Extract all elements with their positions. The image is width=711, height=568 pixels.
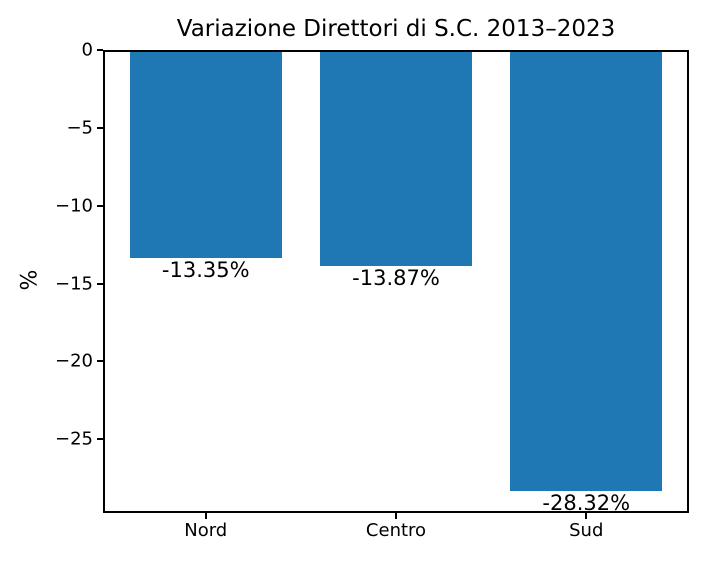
bar-sud (510, 50, 663, 491)
bar-value-label: -28.32% (542, 490, 631, 515)
bar-value-label: -13.35% (161, 257, 250, 282)
chart-title: Variazione Direttori di S.C. 2013–2023 (176, 16, 616, 42)
y-tick-label: −10 (55, 195, 93, 217)
bar-nord (129, 50, 282, 258)
plot-area (103, 50, 689, 513)
x-tick-label-nord: Nord (184, 520, 228, 541)
y-tick-label: −15 (55, 273, 93, 295)
x-tick-mark (204, 513, 207, 519)
y-tick-mark (97, 360, 103, 363)
y-tick-mark (97, 282, 103, 285)
y-tick-mark (97, 204, 103, 207)
y-tick-mark (97, 438, 103, 441)
bar-value-label: -13.87% (352, 265, 440, 290)
x-tick-mark (395, 513, 397, 519)
y-tick-mark (97, 126, 103, 129)
x-tick-label-sud: Sud (569, 520, 604, 541)
x-tick-label-centro: Centro (365, 520, 427, 541)
y-tick-mark (97, 49, 103, 51)
bar-centro (319, 50, 473, 266)
y-tick-label: −20 (55, 350, 93, 372)
y-tick-label: −5 (66, 117, 93, 139)
y-tick-label: 0 (81, 39, 93, 61)
x-tick-mark (585, 513, 588, 519)
y-tick-label: −25 (55, 428, 93, 450)
